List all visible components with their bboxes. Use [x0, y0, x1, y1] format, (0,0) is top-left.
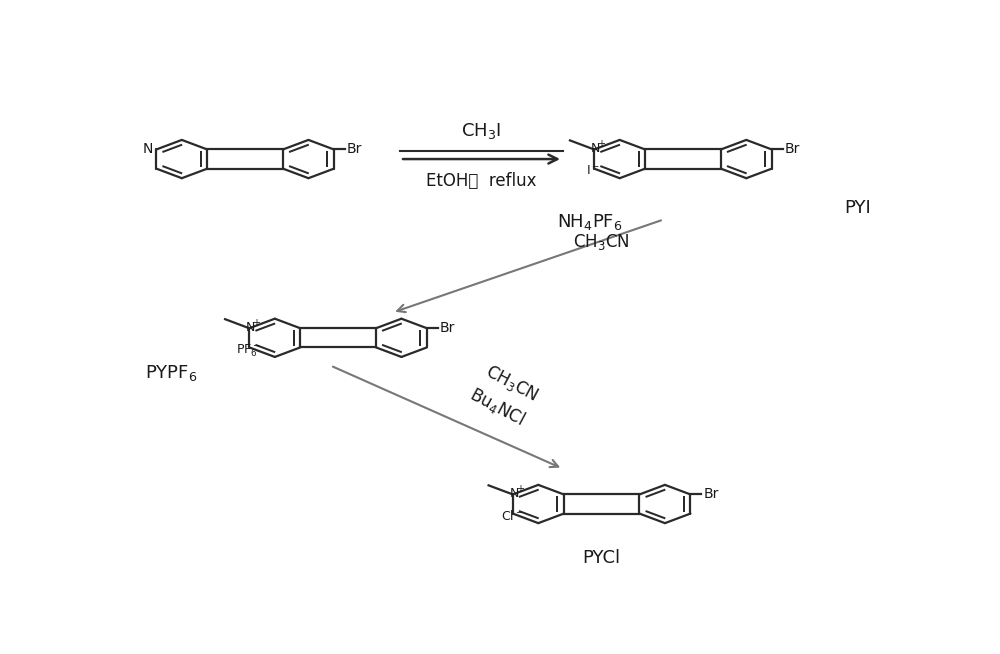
Text: EtOH，  reflux: EtOH， reflux — [426, 171, 537, 190]
Text: CH$_3$CN: CH$_3$CN — [573, 232, 630, 252]
Text: +: + — [597, 139, 605, 150]
Text: CH$_3$I: CH$_3$I — [461, 122, 502, 141]
Text: PYPF$_6$: PYPF$_6$ — [145, 363, 198, 383]
Text: N: N — [510, 487, 519, 500]
Text: +: + — [516, 485, 524, 494]
Text: N: N — [591, 143, 600, 156]
Text: Cl$^-$: Cl$^-$ — [501, 509, 523, 523]
Text: N: N — [143, 142, 153, 156]
Text: Br: Br — [440, 321, 455, 336]
Text: Br: Br — [347, 143, 362, 156]
Text: N: N — [246, 321, 256, 334]
Text: CH$_3$CN: CH$_3$CN — [482, 361, 541, 405]
Text: PF$_6^-$: PF$_6^-$ — [236, 342, 261, 359]
Text: PYI: PYI — [844, 199, 871, 217]
Text: NH$_4$PF$_6$: NH$_4$PF$_6$ — [557, 212, 623, 232]
Text: Br: Br — [785, 143, 800, 156]
Text: +: + — [252, 318, 260, 328]
Text: I$^-$: I$^-$ — [586, 164, 600, 177]
Text: PYCl: PYCl — [583, 549, 621, 567]
Text: Br: Br — [704, 487, 719, 502]
Text: Bu$_4$NCl: Bu$_4$NCl — [466, 384, 528, 430]
